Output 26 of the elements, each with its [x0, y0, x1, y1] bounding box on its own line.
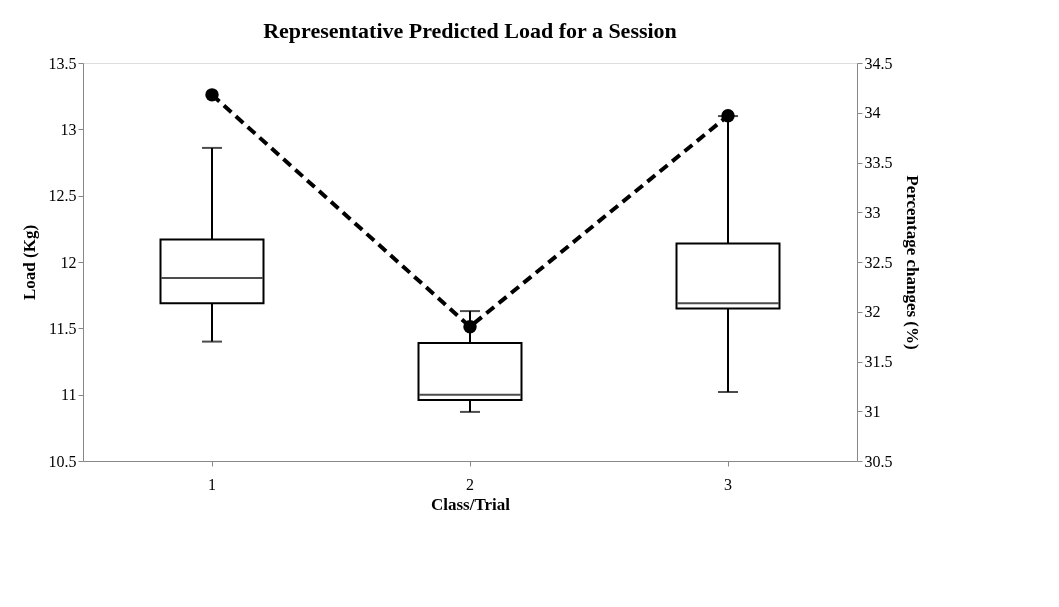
y2-tick-label: 34 — [864, 104, 881, 122]
y-tick-label: 13 — [60, 120, 77, 138]
y2-tick-label: 31 — [864, 402, 881, 420]
y-tick-label: 13.5 — [48, 54, 77, 72]
chart-title: Representative Predicted Load for a Session — [263, 18, 677, 43]
y2-tick-label: 31.5 — [864, 353, 893, 370]
x-tick-label: 3 — [724, 475, 732, 493]
y2-tick-label: 33.5 — [864, 154, 893, 171]
point — [721, 109, 735, 123]
point — [463, 319, 477, 334]
x-axis-title: Class/Trial — [430, 494, 511, 514]
x-tick-label: 1 — [208, 475, 216, 493]
y-tick-label: 11 — [61, 386, 77, 404]
y-tick-label: 11.5 — [49, 319, 77, 337]
x-tick-label: 2 — [466, 475, 474, 493]
y-tick-label: 12.5 — [48, 187, 77, 205]
y2-tick-label: 32 — [864, 303, 881, 321]
y2-tick-label: 32.5 — [864, 253, 893, 271]
point — [205, 88, 219, 102]
y-axis-title: Load (Kg) — [19, 224, 39, 301]
y2-tick-label: 30.5 — [864, 452, 893, 470]
y-tick-label: 12 — [60, 253, 77, 271]
y-tick-label: 10.5 — [48, 452, 77, 470]
y2-axis-title: Percentage changes (%) — [902, 175, 922, 350]
y2-tick-label: 34.5 — [864, 54, 893, 72]
y2-tick-label: 33 — [864, 203, 881, 221]
